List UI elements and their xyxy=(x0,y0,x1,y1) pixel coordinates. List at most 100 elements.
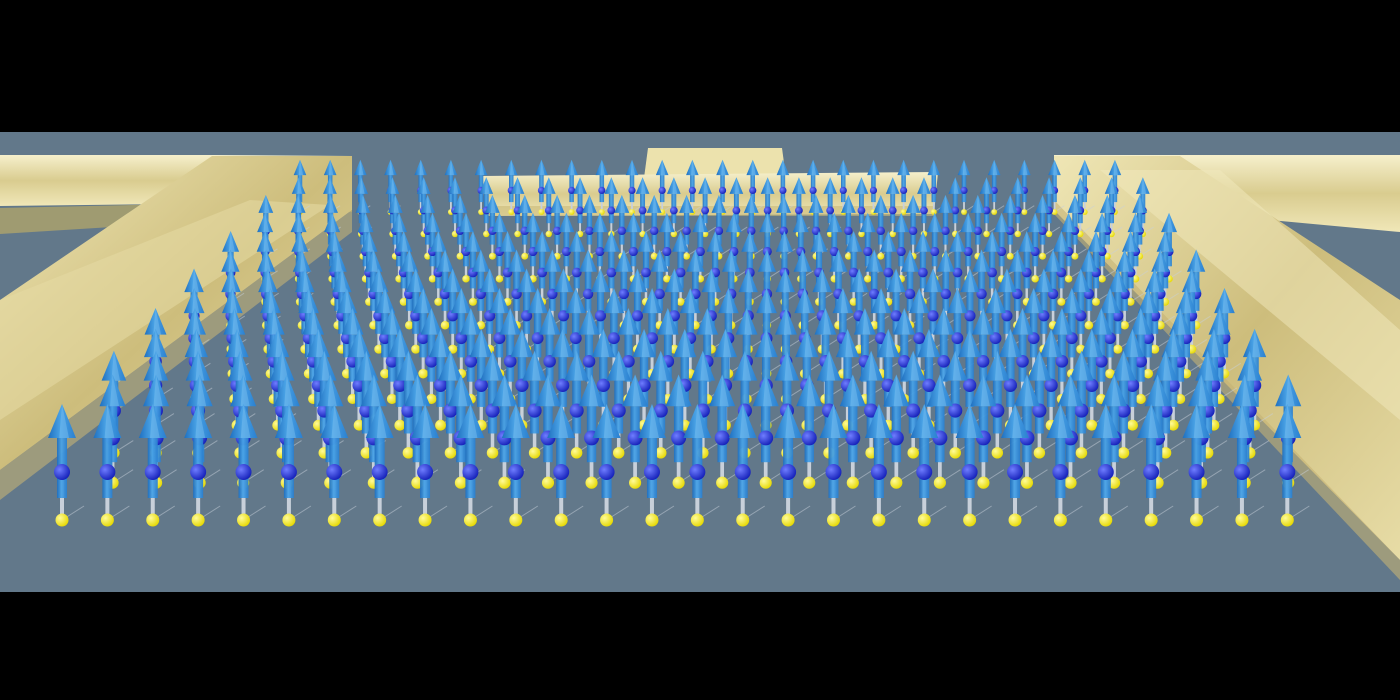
spin-arrow-highlight xyxy=(302,268,310,293)
spin-arrow-head xyxy=(646,194,662,213)
spin-arrow-head xyxy=(998,328,1023,358)
spin-arrow-highlight xyxy=(306,287,314,314)
yellow-atom xyxy=(1107,476,1121,489)
spin-arrow-head xyxy=(900,350,926,381)
yellow-atom xyxy=(991,209,998,215)
spin-arrow-highlight xyxy=(192,268,199,293)
yellow-atom xyxy=(858,230,865,238)
spin-arrow-head xyxy=(917,177,931,194)
spin-arrow-head xyxy=(1039,328,1063,358)
spin-arrow-highlight xyxy=(573,287,581,314)
spin-arrow-head xyxy=(143,374,170,407)
spin-arrow-highlight xyxy=(510,159,515,176)
spin-arrow-highlight xyxy=(1031,287,1039,314)
blue-atom xyxy=(896,246,906,257)
spin-arrow-highlight xyxy=(516,177,521,194)
blue-atom xyxy=(515,378,529,392)
spin-arrow-head xyxy=(760,177,775,194)
spin-arrow-head xyxy=(258,194,274,213)
spin-arrow-head xyxy=(257,212,274,233)
spin-arrow-head xyxy=(499,308,522,335)
spin-arrow-highlight xyxy=(862,308,871,335)
blue-atom xyxy=(963,246,973,257)
spin-arrow-highlight xyxy=(339,268,347,293)
spin-arrow-highlight xyxy=(574,350,583,381)
spin-arrow-highlight xyxy=(926,328,935,358)
spin-arrow-highlight xyxy=(943,249,951,272)
spin-arrow-head xyxy=(553,268,574,293)
spin-arrow-head xyxy=(1132,194,1148,213)
spin-arrow-highlight xyxy=(641,328,650,358)
spin-arrow-head xyxy=(1208,308,1231,335)
spin-arrow-head xyxy=(832,287,854,314)
spin-arrow-head xyxy=(1231,374,1258,407)
spin-arrow-highlight xyxy=(953,177,959,194)
spin-arrow-head xyxy=(679,287,701,314)
spin-arrow-head xyxy=(144,308,167,335)
spin-arrow-head xyxy=(983,230,1001,252)
spin-arrow-highlight xyxy=(1020,308,1028,335)
spin-arrow-highlight xyxy=(1057,404,1068,438)
spin-arrow-head xyxy=(883,374,910,407)
yellow-atom xyxy=(498,476,511,489)
spin-arrow-highlight xyxy=(650,287,658,314)
spin-arrow-highlight xyxy=(586,308,595,335)
spin-arrow-head xyxy=(706,230,724,252)
spin-arrow-head xyxy=(835,328,860,358)
spin-arrow-highlight xyxy=(407,249,414,272)
spin-arrow-highlight xyxy=(1078,268,1086,293)
spin-arrow-head xyxy=(650,249,669,272)
spin-arrow-highlight xyxy=(1163,230,1170,252)
spin-arrow-head xyxy=(48,404,76,438)
yellow-atom xyxy=(353,419,365,431)
blue-atom xyxy=(951,206,960,215)
blue-atom xyxy=(780,464,797,480)
spin-arrow-head xyxy=(1144,268,1165,293)
blue-atom xyxy=(941,226,950,236)
blue-atom xyxy=(963,378,977,392)
spin-arrow-highlight xyxy=(763,328,772,358)
spin-arrow-head xyxy=(627,268,648,293)
spin-arrow-highlight xyxy=(820,268,828,293)
spin-arrow-head xyxy=(754,328,778,358)
spin-arrow-highlight xyxy=(899,212,906,233)
spin-arrow-highlight xyxy=(962,159,968,176)
spin-arrow-head xyxy=(404,374,431,407)
blue-atom xyxy=(585,226,594,236)
spin-arrow-highlight xyxy=(652,194,658,213)
spin-arrow-head xyxy=(1169,308,1192,335)
spin-arrow-highlight xyxy=(505,230,512,252)
blue-atom xyxy=(552,226,562,236)
spin-arrow-head xyxy=(400,249,419,272)
spin-arrow-highlight xyxy=(609,177,615,194)
spin-arrow-highlight xyxy=(713,230,720,252)
spin-arrow-head xyxy=(936,249,955,272)
spin-arrow-head xyxy=(958,328,982,358)
spin-arrow-highlight xyxy=(1163,350,1172,381)
yellow-atom xyxy=(716,476,729,489)
spin-arrow-head xyxy=(416,177,431,194)
blue-atom xyxy=(643,464,660,480)
spin-arrow-highlight xyxy=(1111,374,1121,407)
yellow-atom xyxy=(983,230,990,238)
spin-arrow-head xyxy=(829,249,848,272)
spin-arrow-head xyxy=(1237,350,1263,381)
spin-arrow-head xyxy=(578,374,605,407)
spin-arrow-head xyxy=(1111,350,1136,381)
spin-arrow-head xyxy=(1115,249,1134,272)
yellow-atom xyxy=(1156,320,1165,330)
spin-arrow-highlight xyxy=(836,249,844,272)
spin-arrow-highlight xyxy=(992,159,998,176)
spin-arrow-head xyxy=(839,374,866,407)
blue-atom xyxy=(960,186,968,194)
spin-arrow-highlight xyxy=(547,177,553,194)
spin-arrow-head xyxy=(438,350,463,381)
spin-arrow-head xyxy=(1013,374,1041,407)
spin-arrow-highlight xyxy=(804,328,813,358)
spin-arrow-highlight xyxy=(952,350,962,381)
spin-arrow-head xyxy=(970,374,997,407)
spin-arrow-highlight xyxy=(397,328,406,358)
spin-arrow-head xyxy=(1187,249,1206,272)
yellow-atom xyxy=(872,513,886,527)
spin-arrow-highlight xyxy=(1033,212,1040,233)
